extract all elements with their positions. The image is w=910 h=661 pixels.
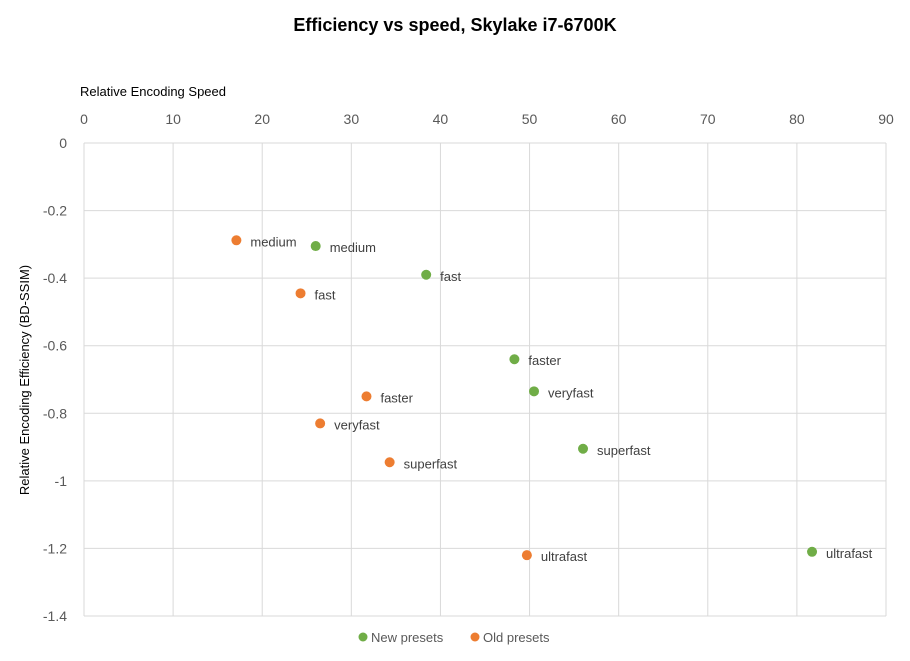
point-label-faster: faster	[380, 390, 413, 405]
x-tick-label: 90	[878, 111, 894, 127]
y-tick-label: -0.8	[43, 405, 67, 421]
y-tick-label: -1.2	[43, 540, 67, 556]
point-label-fast: fast	[440, 269, 461, 284]
point-label-medium: medium	[250, 234, 296, 249]
gridlines	[83, 142, 887, 617]
y-tick-label: -0.4	[43, 270, 67, 286]
legend-marker-new	[358, 632, 368, 642]
point-label-medium: medium	[330, 240, 376, 255]
x-tick-label: 70	[700, 111, 716, 127]
y-tick-label: -0.6	[43, 338, 67, 354]
x-tick-labels: 0 10 20 30 40 50 60 70 80 90	[80, 111, 894, 127]
y-tick-label: 0	[59, 135, 67, 151]
new-preset-point-veryfast	[529, 386, 540, 397]
point-label-ultrafast: ultrafast	[541, 549, 588, 564]
y-tick-label: -1.4	[43, 608, 67, 624]
x-tick-label: 60	[611, 111, 627, 127]
new-preset-point-medium	[310, 241, 321, 252]
new-preset-point-faster	[509, 354, 520, 365]
y-tick-label: -0.2	[43, 203, 67, 219]
legend-label-old: Old presets	[483, 630, 550, 645]
old-preset-point-ultrafast	[521, 550, 532, 561]
x-tick-label: 0	[80, 111, 88, 127]
x-tick-label: 20	[254, 111, 270, 127]
new-preset-point-superfast	[578, 443, 589, 454]
y-axis-title: Relative Encoding Efficiency (BD-SSIM)	[17, 265, 32, 495]
x-tick-label: 10	[165, 111, 181, 127]
x-tick-label: 50	[522, 111, 538, 127]
point-label-superfast: superfast	[597, 443, 651, 458]
x-tick-label: 30	[344, 111, 360, 127]
point-label-fast: fast	[315, 287, 336, 302]
old-preset-point-faster	[361, 391, 372, 402]
x-axis-title: Relative Encoding Speed	[80, 84, 226, 99]
point-label-faster: faster	[528, 353, 561, 368]
old-preset-point-medium	[231, 235, 242, 246]
point-label-ultrafast: ultrafast	[826, 546, 873, 561]
legend-label-new: New presets	[371, 630, 444, 645]
new-preset-point-ultrafast	[807, 546, 818, 557]
legend-marker-old	[470, 632, 480, 642]
point-label-superfast: superfast	[404, 456, 458, 471]
old-preset-point-fast	[295, 288, 306, 299]
y-tick-labels: 0 -0.2 -0.4 -0.6 -0.8 -1 -1.2 -1.4	[43, 135, 67, 624]
point-label-veryfast: veryfast	[548, 385, 594, 400]
legend: New presets Old presets	[358, 630, 550, 645]
old-preset-point-superfast	[384, 457, 395, 468]
x-tick-label: 40	[433, 111, 449, 127]
point-label-veryfast: veryfast	[334, 417, 380, 432]
y-tick-label: -1	[55, 473, 68, 489]
old-preset-point-veryfast	[315, 418, 326, 429]
x-tick-label: 80	[789, 111, 805, 127]
new-preset-point-fast	[421, 269, 432, 280]
chart-title: Efficiency vs speed, Skylake i7-6700K	[293, 15, 616, 35]
data-points: mediumfastfasterveryfastsuperfastultrafa…	[231, 234, 873, 564]
